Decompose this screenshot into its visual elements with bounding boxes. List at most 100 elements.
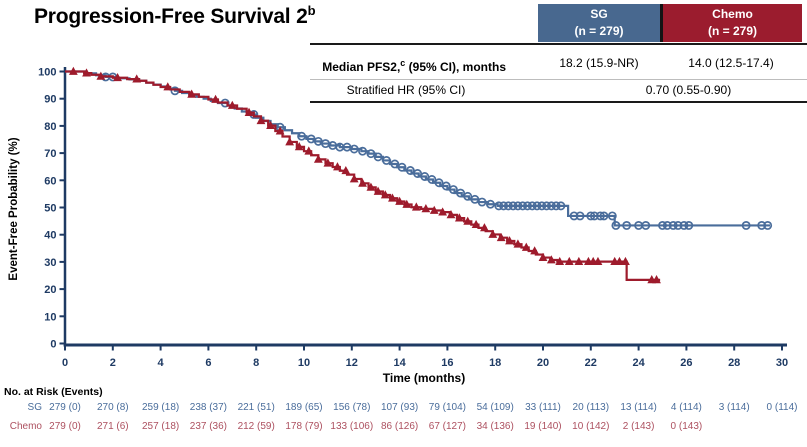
sg-censor-marker [763, 221, 773, 230]
y-tick-label: 0 [50, 339, 56, 351]
sg-censor-marker [546, 201, 556, 211]
chemo-event-marker [294, 142, 304, 151]
chemo-event-marker [521, 242, 531, 251]
y-tick-label: 90 [44, 94, 56, 106]
legend-chemo-label: Chemo [712, 7, 753, 21]
median-pfs2-sg-value: 18.2 (15.9-NR) [559, 56, 639, 70]
sg-censor-marker [382, 155, 391, 165]
x-tick-label: 24 [632, 357, 645, 369]
chemo-event-marker [358, 178, 367, 187]
chemo-event-marker [564, 256, 574, 266]
x-tick-label: 8 [253, 357, 259, 369]
chemo-event-marker [96, 71, 106, 80]
sg-censor-marker [508, 201, 518, 211]
sg-censor-marker [470, 194, 480, 204]
x-axis-title: Time (months) [382, 371, 466, 385]
median-pfs2-chemo-value: 14.0 (12.5-17.4) [688, 56, 774, 70]
chemo-event-marker [349, 174, 359, 183]
sg-censor-marker [658, 221, 667, 230]
chemo-event-marker [471, 219, 481, 229]
sg-censor-marker [741, 221, 751, 230]
sg-censor-marker [599, 211, 609, 221]
chemo-event-marker [546, 255, 556, 264]
y-tick-label: 10 [44, 311, 56, 323]
chemo-event-marker [480, 223, 489, 232]
x-tick-label: 28 [728, 357, 740, 369]
sg-censor-marker [448, 185, 458, 194]
chemo-event-marker [411, 202, 421, 211]
page-title: Progression-Free Survival 2b [34, 3, 316, 29]
chemo-event-marker [187, 89, 197, 98]
page-title-text: Progression-Free Survival 2 [34, 5, 308, 28]
chemo-event-marker [488, 229, 498, 238]
chemo-event-marker [68, 66, 78, 75]
chemo-event-marker [275, 126, 285, 135]
x-tick-label: 18 [489, 357, 501, 369]
sg-censor-marker [366, 149, 376, 159]
chemo-event-marker [82, 68, 91, 77]
sg-censor-marker [586, 211, 596, 221]
sg-censor-marker [349, 144, 359, 154]
chemo-event-marker [530, 246, 540, 255]
y-tick-label: 80 [44, 121, 56, 133]
chemo-event-marker [163, 82, 173, 91]
summary-table-mid-rule [310, 79, 807, 80]
x-tick-label: 6 [205, 357, 211, 369]
sg-censor-marker [405, 166, 415, 175]
chemo-event-marker [402, 199, 412, 208]
sg-censor-marker [532, 201, 542, 211]
sg-censor-marker [589, 211, 599, 221]
x-tick-label: 0 [62, 357, 68, 369]
summary-table-top-rule [310, 43, 807, 45]
sg-censor-marker [477, 197, 487, 207]
sg-censor-marker [523, 201, 532, 211]
stratified-hr-row-label: Stratified HR (95% CI) [346, 83, 466, 97]
chemo-event-marker [429, 205, 439, 214]
x-tick-label: 16 [441, 357, 453, 369]
sg-censor-marker [537, 201, 547, 211]
y-tick-label: 100 [38, 67, 56, 79]
sg-censor-marker [569, 211, 579, 221]
sg-censor-marker [441, 181, 451, 191]
summary-table-bottom-rule [310, 101, 807, 103]
sg-censor-marker [611, 221, 621, 230]
x-tick-label: 14 [393, 357, 406, 369]
sg-censor-marker [518, 201, 528, 211]
sg-censor-marker [420, 172, 430, 181]
median-label-sup: c [400, 58, 406, 68]
sg-censor-marker [527, 201, 537, 211]
sg-censor-marker [427, 175, 437, 184]
chemo-event-marker [621, 256, 630, 266]
x-tick-label: 22 [585, 357, 597, 369]
sg-censor-marker [673, 221, 683, 230]
sg-censor-marker [503, 201, 513, 211]
median-label-post: (95% CI), months [405, 60, 506, 74]
x-tick-label: 12 [346, 357, 358, 369]
sg-censor-marker [390, 159, 400, 169]
chemo-event-marker [395, 196, 404, 205]
chemo-event-marker [266, 120, 275, 130]
x-tick-label: 20 [537, 357, 549, 369]
y-tick-label: 20 [44, 284, 56, 296]
sg-censor-marker [684, 221, 694, 230]
sg-censor-marker [456, 188, 465, 198]
y-axis-title: Event-Free Probability (%) [8, 137, 20, 281]
sg-censor-marker [513, 201, 523, 211]
chemo-event-marker [593, 256, 603, 266]
x-tick-label: 4 [158, 357, 165, 369]
chemo-event-marker [227, 100, 237, 109]
chemo-event-marker [615, 256, 624, 266]
sg-censor-marker [413, 169, 422, 178]
chemo-event-marker [323, 158, 333, 167]
chemo-event-marker [438, 207, 448, 216]
sg-censor-marker [662, 221, 672, 230]
sg-censor-marker [170, 86, 180, 96]
at-risk-heading: No. at Risk (Events) [4, 386, 103, 398]
sg-censor-marker [542, 201, 552, 211]
chemo-event-marker [380, 190, 390, 199]
chemo-event-marker [333, 162, 342, 171]
sg-censor-marker [641, 221, 651, 230]
chemo-event-marker [113, 72, 122, 82]
sg-censor-marker [679, 221, 689, 230]
y-tick-label: 40 [44, 230, 56, 242]
